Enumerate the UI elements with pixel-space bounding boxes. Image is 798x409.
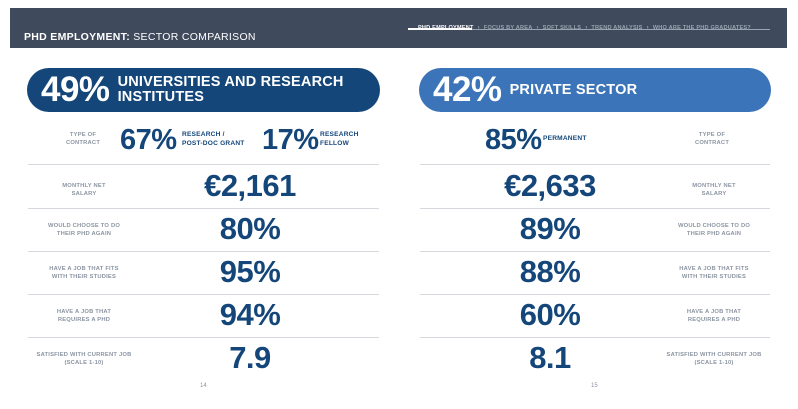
chevron-right-icon: › (585, 25, 588, 31)
nav-active-indicator (408, 28, 472, 30)
divider (420, 294, 770, 295)
left-phd-again-value: 80% (219, 211, 281, 246)
chevron-right-icon: › (477, 25, 480, 31)
right-contract-type-1: PERMANENT (543, 135, 587, 142)
label-l1: HAVE A JOB THAT FITS (49, 266, 119, 272)
right-contract-value-1: 85% (485, 124, 542, 156)
left-contract-type-2-l1: RESEARCH (320, 131, 359, 138)
label-l1: HAVE A JOB THAT FITS (679, 266, 749, 272)
left-requires-phd-label: HAVE A JOB THAT REQUIRES A PHD (28, 308, 140, 324)
universities-label-line2: INSTITUTES (117, 89, 205, 105)
private-sector-label: PRIVATE SECTOR (509, 81, 638, 98)
label-l2: THEIR PHD AGAIN (56, 231, 112, 237)
private-sector-share: 42% (433, 70, 502, 109)
right-phd-again-label: WOULD CHOOSE TO DO THEIR PHD AGAIN (658, 222, 770, 238)
left-salary-value: €2,161 (204, 168, 296, 203)
universities-label-line1: UNIVERSITIES AND RESEARCH (117, 74, 344, 90)
right-satisfaction-label: SATISFIED WITH CURRENT JOB (SCALE 1-10) (652, 351, 776, 367)
divider (28, 294, 379, 295)
nav-tab-who-are-phd-graduates[interactable]: WHO ARE THE PHD GRADUATES? (652, 25, 751, 31)
right-salary-label: MONTHLY NET SALARY (658, 182, 770, 198)
label-l2: REQUIRES A PHD (687, 317, 741, 323)
left-contract-type-2-l2: FELLOW (320, 139, 350, 147)
divider (28, 208, 379, 209)
left-job-fits-label: HAVE A JOB THAT FITS WITH THEIR STUDIES (28, 265, 140, 281)
nav-tab-soft-skills[interactable]: SOFT SKILLS (542, 25, 582, 31)
left-contract-value-2: 17% (262, 124, 319, 156)
divider (420, 337, 770, 338)
divider (28, 251, 379, 252)
left-phd-again-label: WOULD CHOOSE TO DO THEIR PHD AGAIN (28, 222, 140, 238)
page-number-left: 14 (200, 383, 207, 389)
right-salary-value: €2,633 (504, 168, 596, 203)
nav-tab-focus-by-area[interactable]: FOCUS BY AREA (483, 25, 533, 31)
page-number-right: 15 (591, 383, 598, 389)
chevron-right-icon: › (646, 25, 649, 31)
right-satisfaction-value: 8.1 (529, 340, 571, 375)
divider (420, 251, 770, 252)
divider (28, 337, 379, 338)
label-l2: (SCALE 1-10) (64, 360, 104, 366)
label-l2: (SCALE 1-10) (694, 360, 734, 366)
left-job-fits-value: 95% (219, 254, 281, 289)
label-l1: MONTHLY NET (62, 183, 106, 189)
label-l2: WITH THEIR STUDIES (681, 274, 747, 280)
left-contract-label-l1: TYPE OF (69, 132, 97, 138)
divider (420, 164, 770, 165)
right-requires-phd-value: 60% (519, 297, 581, 332)
left-contract-type-1-l1: RESEARCH / (182, 131, 225, 138)
right-phd-again-value: 89% (519, 211, 581, 246)
left-contract-value-1: 67% (120, 124, 177, 156)
label-l1: SATISFIED WITH CURRENT JOB (666, 352, 762, 358)
label-l2: REQUIRES A PHD (57, 317, 111, 323)
left-salary-label: MONTHLY NET SALARY (28, 182, 140, 198)
label-l1: HAVE A JOB THAT (686, 309, 742, 315)
label-l2: SALARY (71, 191, 97, 197)
left-contract-label-l2: CONTRACT (65, 140, 101, 146)
left-contract-label: TYPE OF CONTRACT (46, 131, 120, 147)
page-title-bold: PHD EMPLOYMENT: (24, 31, 131, 43)
left-contract-type-2: RESEARCH FELLOW (320, 131, 359, 148)
left-requires-phd-value: 94% (219, 297, 281, 332)
nav-underline (408, 29, 770, 30)
left-contract-type-1-l2: POST-DOC GRANT (182, 139, 245, 147)
right-contract-label-l2: CONTRACT (694, 140, 730, 146)
header-bar: PHD EMPLOYMENT: SECTOR COMPARISON PHD EM… (10, 8, 787, 48)
left-satisfaction-value: 7.9 (229, 340, 271, 375)
label-l2: WITH THEIR STUDIES (51, 274, 117, 280)
page-title-rest: SECTOR COMPARISON (130, 31, 256, 43)
nav-tab-trend-analysis[interactable]: TREND ANALYSIS (591, 25, 643, 31)
universities-label: UNIVERSITIES AND RESEARCH INSTITUTES (118, 75, 344, 105)
chevron-right-icon: › (536, 25, 539, 31)
label-l1: SATISFIED WITH CURRENT JOB (36, 352, 132, 358)
label-l2: THEIR PHD AGAIN (686, 231, 742, 237)
right-job-fits-value: 88% (519, 254, 581, 289)
label-l2: SALARY (701, 191, 727, 197)
left-satisfaction-label: SATISFIED WITH CURRENT JOB (SCALE 1-10) (28, 351, 140, 367)
right-contract-label-l1: TYPE OF (698, 132, 726, 138)
right-contract-label: TYPE OF CONTRACT (675, 131, 749, 147)
universities-banner: 49% UNIVERSITIES AND RESEARCH INSTITUTES (27, 68, 380, 112)
label-l1: HAVE A JOB THAT (56, 309, 112, 315)
left-contract-type-1: RESEARCH / POST-DOC GRANT (182, 131, 245, 148)
page-title: PHD EMPLOYMENT: SECTOR COMPARISON (24, 31, 256, 43)
label-l1: WOULD CHOOSE TO DO (677, 223, 751, 229)
right-job-fits-label: HAVE A JOB THAT FITS WITH THEIR STUDIES (658, 265, 770, 281)
label-l1: WOULD CHOOSE TO DO (47, 223, 121, 229)
universities-share: 49% (41, 70, 110, 109)
private-sector-banner: 42% PRIVATE SECTOR (419, 68, 771, 112)
label-l1: MONTHLY NET (692, 183, 736, 189)
divider (28, 164, 379, 165)
right-requires-phd-label: HAVE A JOB THAT REQUIRES A PHD (658, 308, 770, 324)
divider (420, 208, 770, 209)
